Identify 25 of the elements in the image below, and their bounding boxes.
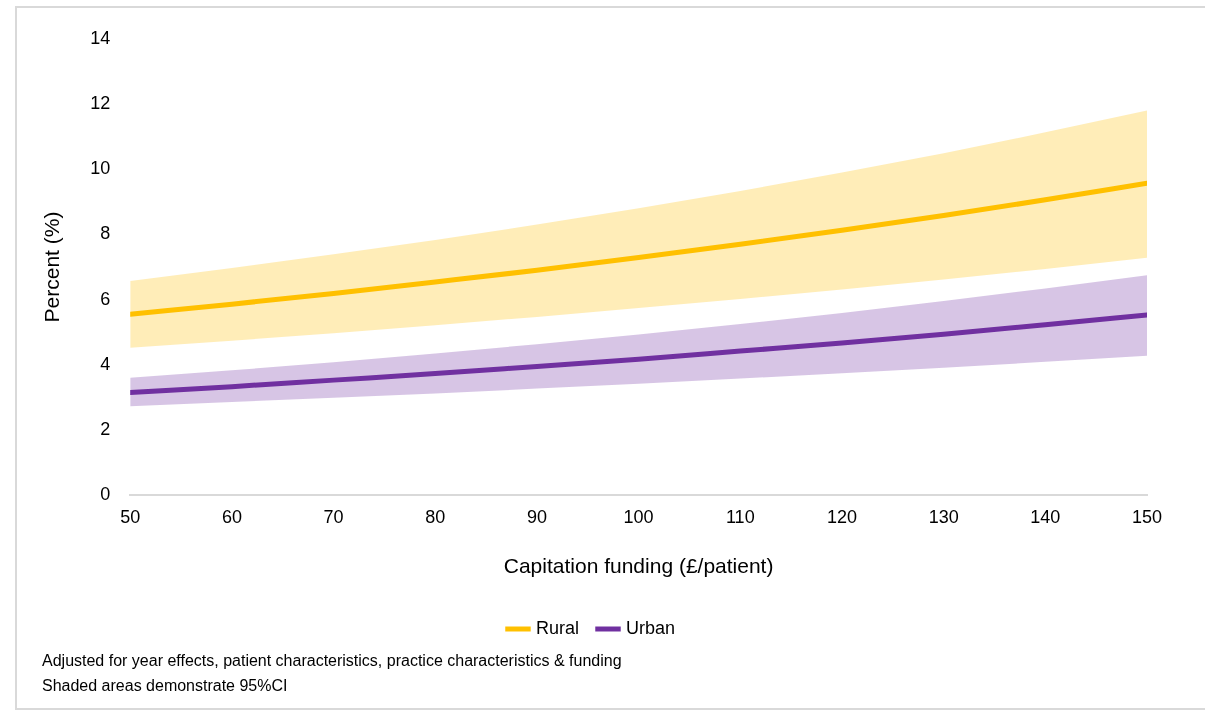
x-tick-label: 140 — [1030, 506, 1061, 527]
y-tick-label: 14 — [90, 27, 111, 48]
y-tick-label: 4 — [100, 353, 111, 374]
x-tick-label: 80 — [425, 506, 446, 527]
x-axis-title: Capitation funding (£/patient) — [503, 554, 774, 578]
y-tick-label: 2 — [100, 418, 111, 439]
y-tick-label: 0 — [100, 484, 111, 505]
x-tick-label: 150 — [1131, 506, 1163, 527]
x-tick-label: 50 — [120, 506, 141, 527]
y-axis-title: Percent (%) — [40, 211, 64, 323]
text: Shaded areas demonstrate 95%CI — [42, 676, 289, 696]
x-tick-label: 90 — [526, 506, 547, 527]
y-tick-label: 6 — [100, 288, 111, 309]
x-tick-label: 100 — [623, 506, 654, 527]
x-tick-label: 60 — [221, 506, 242, 527]
x-tick-label: 120 — [826, 506, 857, 527]
x-tick-label: 70 — [323, 506, 344, 527]
y-tick-label: 10 — [90, 158, 111, 179]
text: Adjusted for year effects, patient characteristics, practice characteristics & funding — [42, 651, 623, 671]
legend-label: Rural — [535, 617, 579, 638]
y-tick-label: 8 — [100, 223, 111, 244]
y-tick-label: 12 — [90, 92, 111, 113]
x-tick-label: 110 — [725, 506, 755, 527]
legend-label: Urban — [625, 617, 676, 638]
x-tick-label: 130 — [928, 506, 959, 527]
